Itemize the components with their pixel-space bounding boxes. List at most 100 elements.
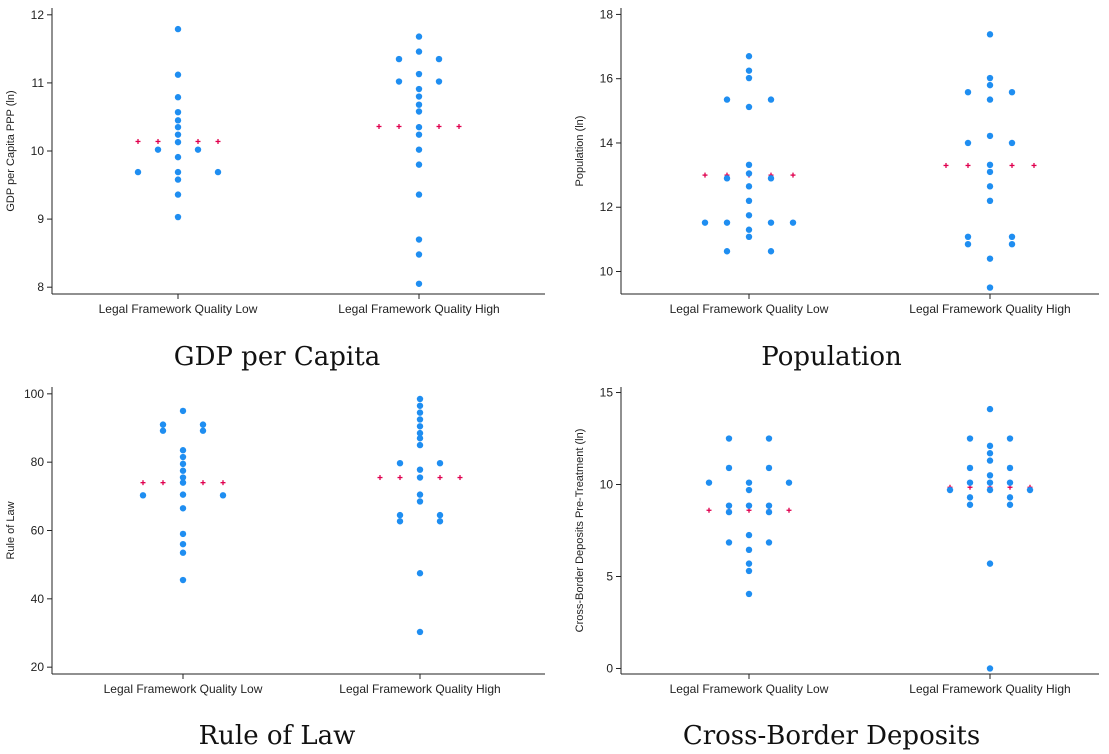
data-point bbox=[416, 570, 424, 577]
data-point bbox=[966, 494, 974, 501]
data-point bbox=[765, 435, 773, 442]
chart-gdp-per-capita: 8 9 10 11 12 GDP per Capita PPP (ln) Legal Fra… bbox=[0, 0, 554, 377]
data-point bbox=[1006, 494, 1014, 501]
data-point bbox=[767, 175, 775, 182]
y-tick-label: 10 bbox=[600, 265, 614, 279]
data-point bbox=[986, 183, 994, 190]
y-tick-label: 11 bbox=[32, 76, 45, 90]
data-point bbox=[725, 435, 733, 442]
data-point bbox=[154, 146, 162, 153]
data-point bbox=[416, 416, 424, 423]
data-point bbox=[745, 502, 753, 509]
data-point bbox=[174, 213, 182, 221]
data-point bbox=[395, 78, 403, 85]
data-point bbox=[194, 146, 202, 153]
data-point bbox=[745, 212, 753, 219]
y-tick-label: 10 bbox=[31, 144, 45, 158]
data-point bbox=[416, 395, 424, 403]
data-point bbox=[134, 168, 142, 176]
data-point bbox=[179, 530, 187, 538]
data-point bbox=[1006, 435, 1014, 442]
data-point bbox=[415, 93, 423, 100]
data-point bbox=[179, 505, 187, 512]
data-point bbox=[416, 474, 424, 481]
data-point bbox=[415, 33, 423, 40]
data-point bbox=[986, 486, 994, 494]
data-point bbox=[219, 492, 227, 499]
data-point bbox=[767, 219, 775, 226]
data-point bbox=[214, 168, 222, 176]
data-point bbox=[745, 197, 753, 205]
data-point bbox=[159, 427, 167, 434]
data-point bbox=[725, 464, 733, 472]
y-tick-label: 5 bbox=[606, 569, 613, 583]
data-point bbox=[986, 284, 994, 291]
data-point bbox=[986, 457, 994, 464]
data-point bbox=[1006, 479, 1014, 486]
caption-gdp-per-capita: GDP per Capita bbox=[173, 342, 381, 372]
data-point bbox=[179, 453, 187, 461]
data-point bbox=[767, 248, 775, 255]
x-tick-label: Legal Framework Quality High bbox=[339, 682, 500, 696]
chart-cross-border-deposits: 0 5 10 15 Cross-Border Deposits Pre-Treatmen… bbox=[554, 377, 1109, 754]
caption-cross-border-deposits: Cross-Border Deposits bbox=[682, 721, 981, 751]
data-point bbox=[986, 665, 994, 672]
data-point bbox=[745, 590, 753, 598]
y-axis-label: Cross-Border Deposits Pre-Treatment (ln) bbox=[574, 429, 586, 633]
data-point bbox=[723, 219, 731, 226]
data-point bbox=[179, 447, 187, 454]
data-point bbox=[179, 407, 187, 415]
data-point bbox=[986, 81, 994, 89]
data-point bbox=[946, 486, 954, 494]
data-point bbox=[179, 540, 187, 548]
data-point bbox=[415, 251, 423, 258]
data-point bbox=[199, 421, 207, 428]
data-point bbox=[415, 123, 423, 131]
y-tick-label: 15 bbox=[600, 386, 614, 400]
y-tick-label: 16 bbox=[600, 72, 614, 86]
data-point bbox=[725, 502, 733, 509]
data-point bbox=[396, 518, 404, 525]
data-point bbox=[174, 176, 182, 183]
data-point bbox=[415, 236, 423, 243]
data-point bbox=[174, 25, 182, 33]
data-point bbox=[174, 153, 182, 161]
data-point bbox=[179, 474, 187, 481]
y-tick-label: 60 bbox=[31, 524, 45, 538]
data-point bbox=[415, 108, 423, 115]
y-axis-label: Rule of Law bbox=[5, 501, 17, 559]
data-point bbox=[986, 479, 994, 486]
data-point bbox=[396, 511, 404, 519]
x-tick-label: Legal Framework Quality Low bbox=[104, 682, 263, 696]
data-point bbox=[416, 402, 424, 409]
data-point bbox=[986, 450, 994, 457]
data-point bbox=[986, 405, 994, 413]
data-point bbox=[767, 96, 775, 103]
data-point bbox=[436, 511, 444, 519]
data-point bbox=[415, 161, 423, 168]
data-point bbox=[745, 479, 753, 486]
data-point bbox=[416, 441, 424, 449]
data-point bbox=[179, 479, 187, 486]
y-tick-label: 80 bbox=[31, 455, 45, 469]
data-point bbox=[199, 427, 207, 434]
data-point bbox=[745, 67, 753, 74]
x-tick-label: Legal Framework Quality Low bbox=[670, 682, 829, 696]
data-point bbox=[179, 460, 187, 468]
data-point bbox=[139, 492, 147, 499]
data-point bbox=[745, 546, 753, 554]
data-point bbox=[789, 219, 797, 226]
data-point bbox=[1006, 501, 1014, 508]
data-point bbox=[745, 531, 753, 539]
data-point bbox=[1006, 464, 1014, 472]
data-point bbox=[705, 479, 713, 486]
data-point bbox=[416, 435, 424, 442]
data-point bbox=[986, 74, 994, 82]
y-tick-label: 18 bbox=[600, 7, 614, 21]
data-point bbox=[396, 459, 404, 467]
data-point bbox=[964, 88, 972, 96]
data-point bbox=[765, 464, 773, 472]
data-point bbox=[966, 464, 974, 472]
data-point bbox=[436, 459, 444, 467]
y-tick-label: 12 bbox=[31, 8, 45, 22]
